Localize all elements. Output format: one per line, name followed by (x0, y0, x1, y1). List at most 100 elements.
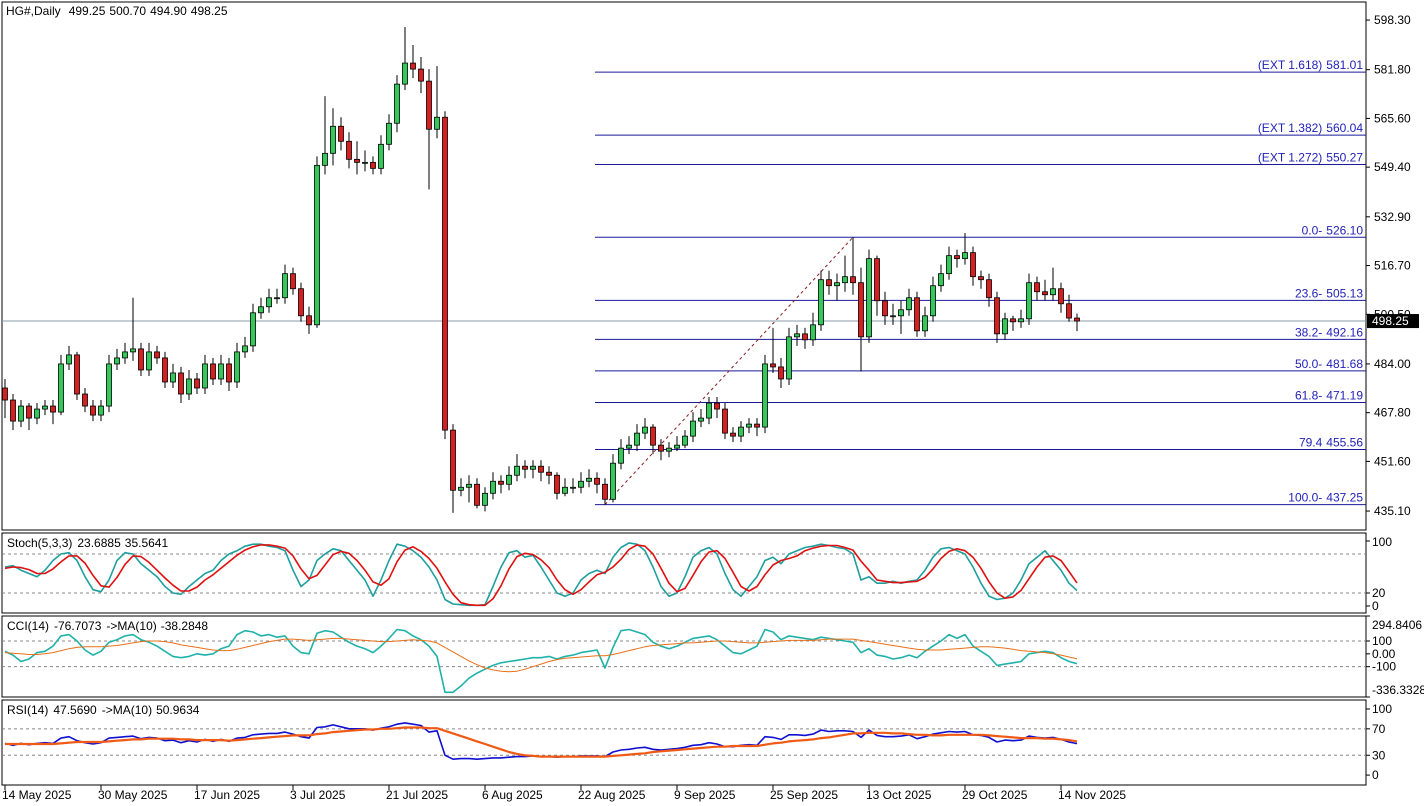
candle-body (458, 486, 464, 491)
indicator-name: Stoch(5,3,3) (7, 536, 72, 550)
candle-body (642, 426, 648, 434)
y-tick-label: 294.8406 (1372, 618, 1422, 632)
y-tick-label: 532.90 (1374, 210, 1411, 224)
x-tick-label: 22 Aug 2025 (578, 788, 646, 802)
candle-body (626, 444, 632, 449)
candle-body (674, 444, 680, 449)
fib-name: 23.6- (1295, 286, 1322, 300)
indicator-value: 47.5690 (53, 703, 97, 717)
candle-body (1050, 288, 1056, 296)
y-tick-label: 30 (1372, 748, 1386, 762)
candle-body (1074, 317, 1080, 322)
fib-label: 100.0- 437.25 (1288, 491, 1363, 505)
candle-body (34, 408, 40, 419)
candle-body (114, 357, 120, 365)
candle-body (258, 306, 264, 314)
candle-body (162, 357, 168, 383)
candle-body (330, 125, 336, 154)
cci-panel-frame (1, 615, 1367, 698)
ma-name: ->MA(10) (102, 703, 152, 717)
candle-body (410, 62, 416, 70)
candle-body (938, 273, 944, 287)
y-tick-label: -336.3328 (1372, 683, 1424, 697)
candle-body (130, 348, 136, 353)
indicator-line (4, 544, 1078, 607)
y-tick-label: 20 (1372, 586, 1386, 600)
candle-body (66, 354, 72, 365)
fib-label: (EXT 1.618) 581.01 (1258, 58, 1364, 72)
candle-body (514, 465, 520, 476)
candle-body (570, 486, 576, 489)
candle-body (634, 432, 640, 446)
candle-body (242, 345, 248, 353)
candle-body (338, 125, 344, 142)
x-tick-label: 9 Sep 2025 (674, 788, 736, 802)
indicator-title: RSI(14) 47.5690 ->MA(10) 50.9634 (7, 703, 200, 717)
candle-body (738, 426, 744, 437)
y-tick-label: 549.40 (1374, 160, 1411, 174)
candle-body (370, 161, 376, 169)
fib-label: 50.0- 481.68 (1295, 357, 1363, 371)
candle-body (18, 405, 24, 422)
candle-body (1058, 288, 1064, 305)
y-tick-label: 0 (1372, 599, 1379, 613)
indicator-line (5, 726, 1078, 758)
candle-body (2, 387, 8, 401)
candle-body (82, 393, 88, 407)
candle-body (962, 252, 968, 260)
indicator-line (4, 637, 1078, 673)
fib-name: 61.8- (1295, 388, 1322, 402)
candle-body (978, 276, 984, 281)
fib-name: 50.0- (1295, 357, 1322, 371)
candle-body (442, 116, 448, 431)
candle-body (762, 363, 768, 428)
candle-body (1034, 282, 1040, 293)
candle-body (74, 354, 80, 395)
y-tick-label: 100 (1372, 535, 1392, 549)
indicator-value: -76.7073 (54, 619, 102, 633)
candle-body (354, 158, 360, 163)
candle-body (466, 483, 472, 488)
candle-body (946, 255, 952, 275)
candle-body (314, 164, 320, 326)
candle-body (58, 363, 64, 413)
candle-body (618, 447, 624, 464)
fib-value: 492.16 (1326, 325, 1363, 339)
indicator-value: 23.6885 (77, 536, 121, 550)
candle-body (10, 399, 16, 422)
candle-body (298, 288, 304, 317)
indicator-title: CCI(14) -76.7073 ->MA(10) -38.2848 (7, 619, 208, 633)
indicator-value: 50.9634 (156, 703, 200, 717)
candle-body (1066, 303, 1072, 319)
candle-body (226, 363, 232, 383)
candle-body (498, 480, 504, 485)
candle-body (754, 423, 760, 428)
last-bar-value: 498.25 (191, 4, 228, 18)
fib-name: 38.2- (1295, 325, 1322, 339)
candle-body (706, 402, 712, 419)
candle-body (778, 366, 784, 380)
fib-name: (EXT 1.618) (1258, 58, 1322, 72)
candle-body (994, 297, 1000, 335)
candle-body (282, 273, 288, 299)
candle-body (194, 378, 200, 389)
candle-body (658, 444, 664, 452)
x-tick-label: 25 Sep 2025 (770, 788, 838, 802)
candle-body (682, 435, 688, 446)
y-tick-label: 484.00 (1374, 357, 1411, 371)
fib-value: 560.04 (1326, 121, 1363, 135)
candle-body (794, 333, 800, 338)
candle-body (306, 315, 312, 326)
candle-body (482, 492, 488, 506)
indicator-line (4, 628, 1078, 694)
candle-body (170, 372, 176, 383)
candle-body (554, 474, 560, 494)
candle-body (50, 405, 56, 413)
candle-body (834, 282, 840, 287)
candle-body (450, 429, 456, 491)
ma-name: ->MA(10) (106, 619, 156, 633)
x-tick-label: 29 Oct 2025 (962, 788, 1028, 802)
x-tick-label: 3 Jul 2025 (290, 788, 346, 802)
candle-body (362, 161, 368, 164)
y-tick-label: 451.60 (1374, 454, 1411, 468)
